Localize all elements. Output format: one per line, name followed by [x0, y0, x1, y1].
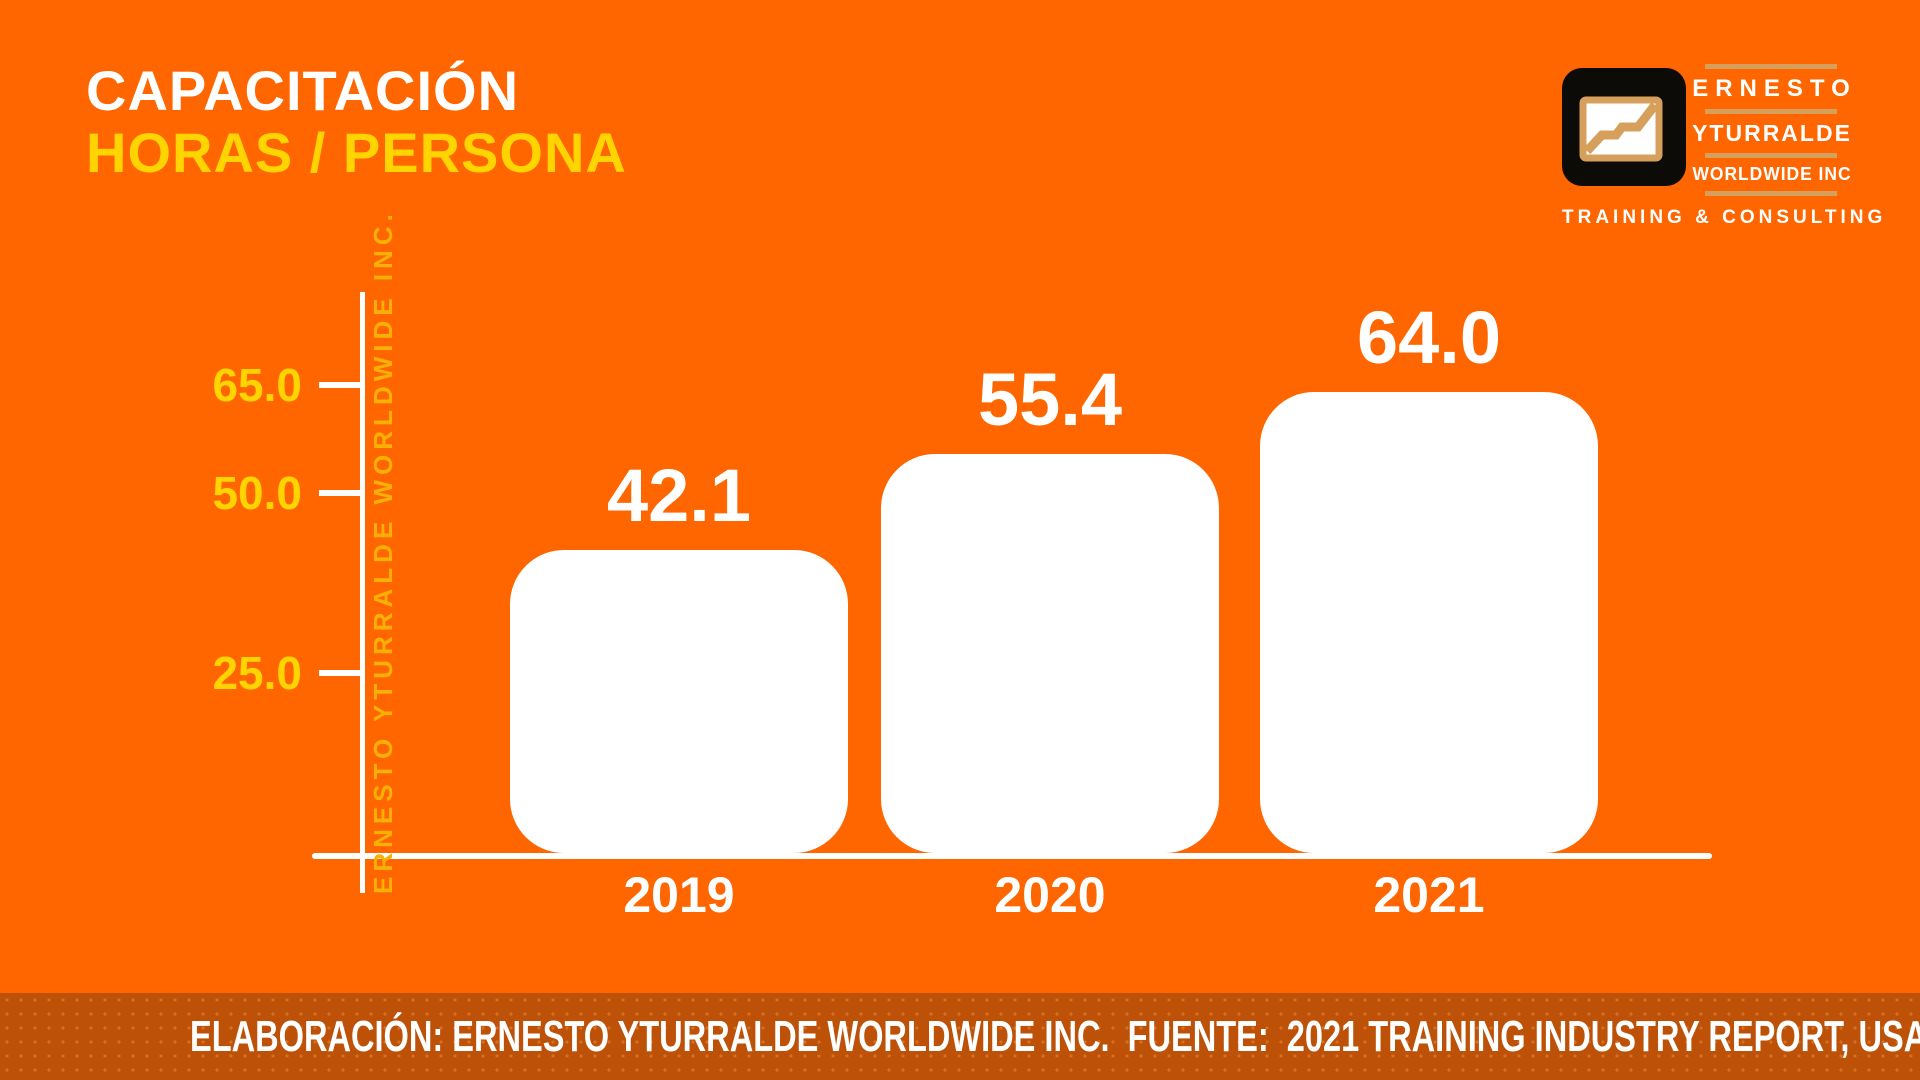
- title-line-2: HORAS / PERSONA: [86, 121, 627, 184]
- footer-bar: ELABORACIÓN: ERNESTO YTURRALDE WORLDWIDE…: [0, 993, 1920, 1080]
- footer-source-text: ELABORACIÓN: ERNESTO YTURRALDE WORLDWIDE…: [190, 1012, 1920, 1061]
- logo-divider: [1705, 191, 1837, 196]
- y-tick-label: 25.0: [212, 647, 302, 699]
- bar-value-label: 64.0: [1356, 296, 1502, 379]
- x-category-label: 2021: [1373, 867, 1485, 923]
- bar-value-label: 55.4: [977, 358, 1123, 441]
- y-tick-mark: [319, 670, 362, 676]
- x-category-label: 2020: [994, 867, 1106, 923]
- logo-divider: [1705, 64, 1837, 69]
- x-category-label: 2019: [623, 867, 735, 923]
- axis-watermark-text: ERNESTO YTURRALDE WORLDWIDE INC.: [368, 209, 398, 894]
- logo-name-line: WORLDWIDE INC: [1691, 164, 1852, 184]
- line-chart-icon: [1562, 68, 1686, 186]
- logo-tagline: TRAINING & CONSULTING: [1562, 207, 1887, 228]
- x-axis-line: [312, 853, 1712, 859]
- logo-name-line: YTURRALDE: [1692, 120, 1852, 146]
- y-axis-line: [360, 292, 365, 893]
- y-tick-label: 50.0: [212, 467, 302, 519]
- bar-2019: [510, 550, 848, 853]
- y-tick-mark: [319, 490, 362, 496]
- logo-divider: [1705, 153, 1837, 158]
- logo-name-block: ERNESTO YTURRALDE WORLDWIDE INC: [1692, 64, 1850, 196]
- y-tick-label: 65.0: [212, 359, 302, 411]
- bar-2021: [1260, 392, 1598, 853]
- bar-2020: [881, 454, 1219, 853]
- title-line-1: CAPACITACIÓN: [86, 59, 520, 122]
- page-title: CAPACITACIÓN HORAS / PERSONA: [86, 60, 627, 184]
- y-tick-mark: [319, 382, 362, 388]
- logo-divider: [1705, 109, 1837, 114]
- logo-name-line: ERNESTO: [1692, 75, 1857, 102]
- bar-value-label: 42.1: [606, 454, 752, 537]
